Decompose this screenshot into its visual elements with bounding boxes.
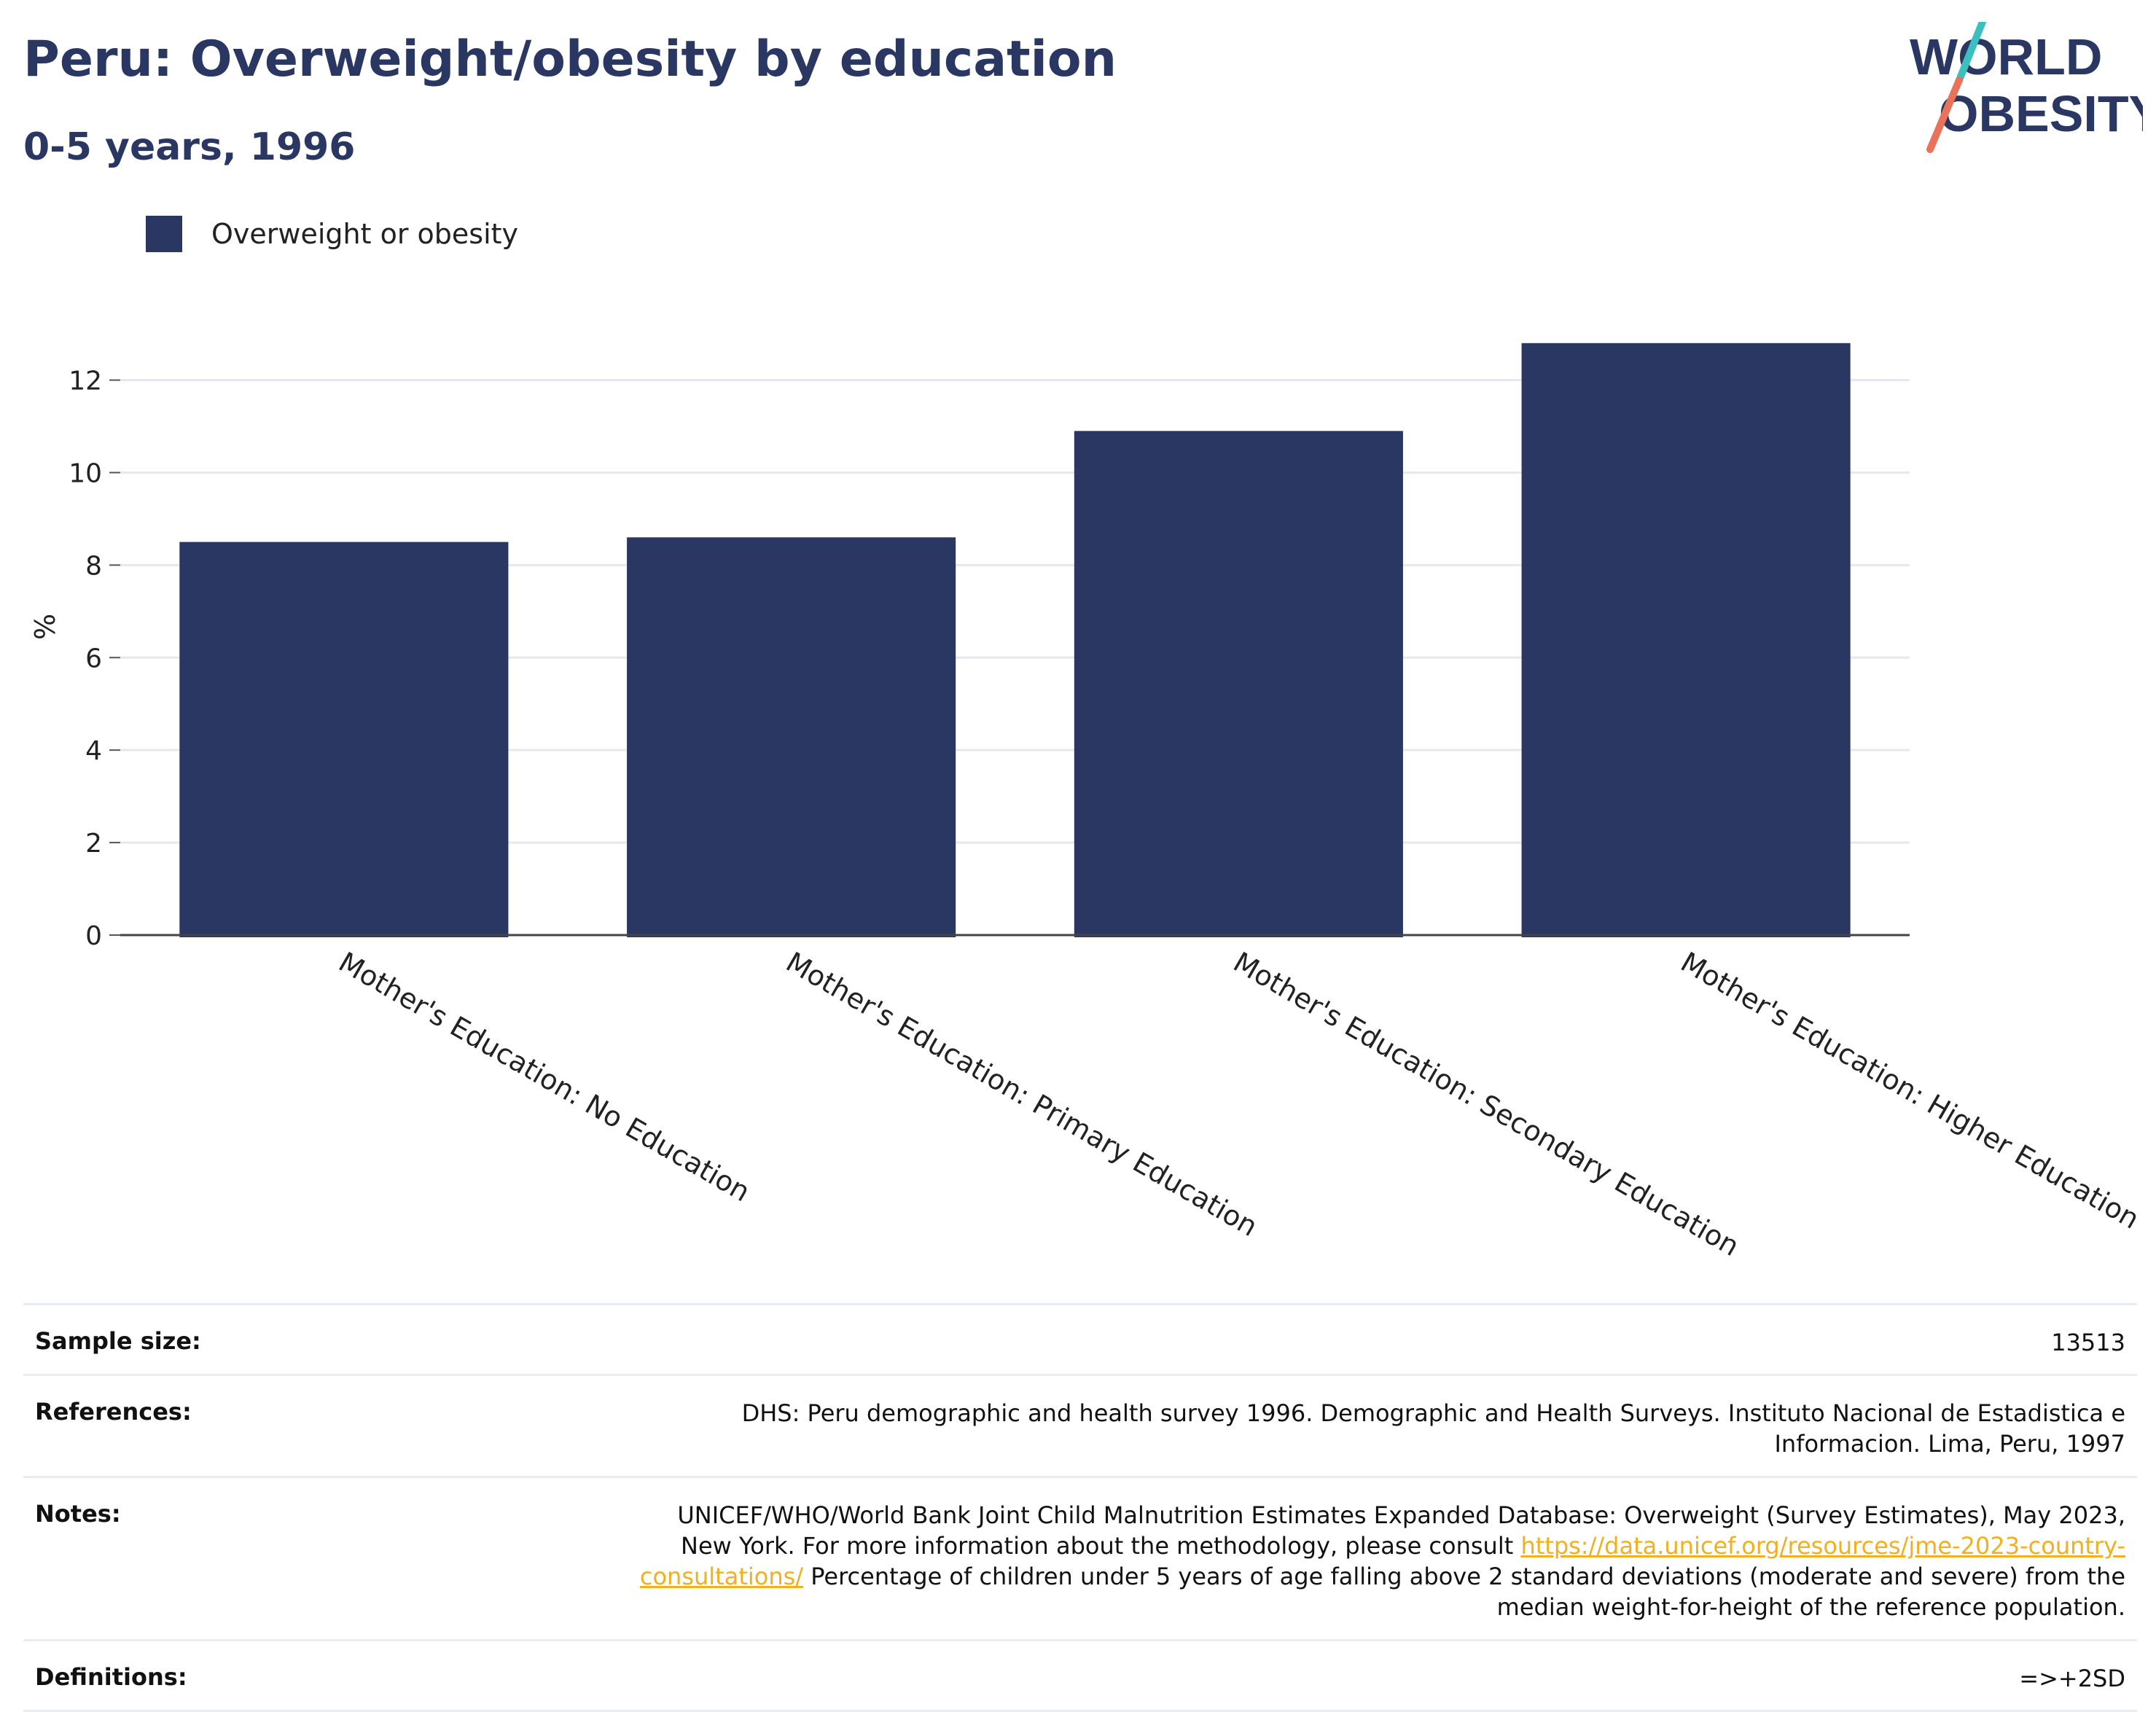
definitions-value: =>+2SD <box>2019 1664 2125 1692</box>
bar[interactable] <box>1074 431 1403 937</box>
world-obesity-logo: WORLD OBESITY <box>1910 22 2143 153</box>
definitions-label: Definitions: <box>35 1662 187 1691</box>
chart-legend[interactable]: Overweight or obesity <box>146 216 518 252</box>
sample-size-row: Sample size: 13513 <box>23 1303 2137 1374</box>
x-tick-label: Mother's Education: Secondary Education <box>1228 946 1745 1263</box>
page-title: Peru: Overweight/obesity by education <box>23 31 1117 88</box>
y-tick-label: 4 <box>85 736 102 766</box>
references-row: References: DHS: Peru demographic and he… <box>23 1374 2137 1475</box>
x-tick-label: Mother's Education: No Education <box>333 946 755 1208</box>
y-tick-label: 12 <box>69 367 102 396</box>
legend-label: Overweight or obesity <box>211 218 519 250</box>
bar[interactable] <box>179 542 509 937</box>
bar[interactable] <box>1521 343 1851 937</box>
references-label: References: <box>35 1398 192 1426</box>
y-tick-label: 8 <box>85 551 102 581</box>
notes-text-after: Percentage of children under 5 years of … <box>803 1563 2125 1622</box>
bar-chart: 0 2 4 6 8 10 12 Mother's Education: No Educatio… <box>29 343 2145 1263</box>
notes-value: UNICEF/WHO/World Bank Joint Child Malnut… <box>631 1500 2125 1623</box>
info-table: Sample size: 13513 References: DHS: Peru… <box>23 1303 2137 1712</box>
y-tick-label: 0 <box>85 921 102 951</box>
y-tick-label: 10 <box>69 458 102 488</box>
y-tick-label: 6 <box>85 644 102 673</box>
sample-size-value: 13513 <box>2051 1329 2125 1356</box>
sample-size-label: Sample size: <box>35 1327 201 1355</box>
legend-swatch <box>146 216 182 252</box>
logo-word-1: WORLD <box>1910 28 2102 85</box>
notes-label: Notes: <box>35 1499 121 1528</box>
logo-slash-bottom <box>1926 77 1963 153</box>
y-axis-label: % <box>29 614 61 640</box>
y-tick-label: 2 <box>85 829 102 859</box>
notes-row: Notes: UNICEF/WHO/World Bank Joint Child… <box>23 1475 2137 1639</box>
logo-word-2: OBESITY <box>1939 85 2143 142</box>
bar[interactable] <box>627 537 956 937</box>
page-subtitle: 0-5 years, 1996 <box>23 125 356 169</box>
definitions-row: Definitions: =>+2SD <box>23 1638 2137 1712</box>
notes-link[interactable]: https://data.unicef.org/resources/jme-20… <box>639 1531 2125 1591</box>
bars <box>179 343 1851 937</box>
x-tick-label: Mother's Education: Higher Education <box>1676 946 2145 1235</box>
references-value: DHS: Peru demographic and health survey … <box>741 1399 2125 1458</box>
x-tick-label: Mother's Education: Primary Education <box>781 946 1263 1243</box>
logo-slash-top <box>1956 22 1986 84</box>
notes-text-before: UNICEF/WHO/World Bank Joint Child Malnut… <box>677 1501 2125 1560</box>
